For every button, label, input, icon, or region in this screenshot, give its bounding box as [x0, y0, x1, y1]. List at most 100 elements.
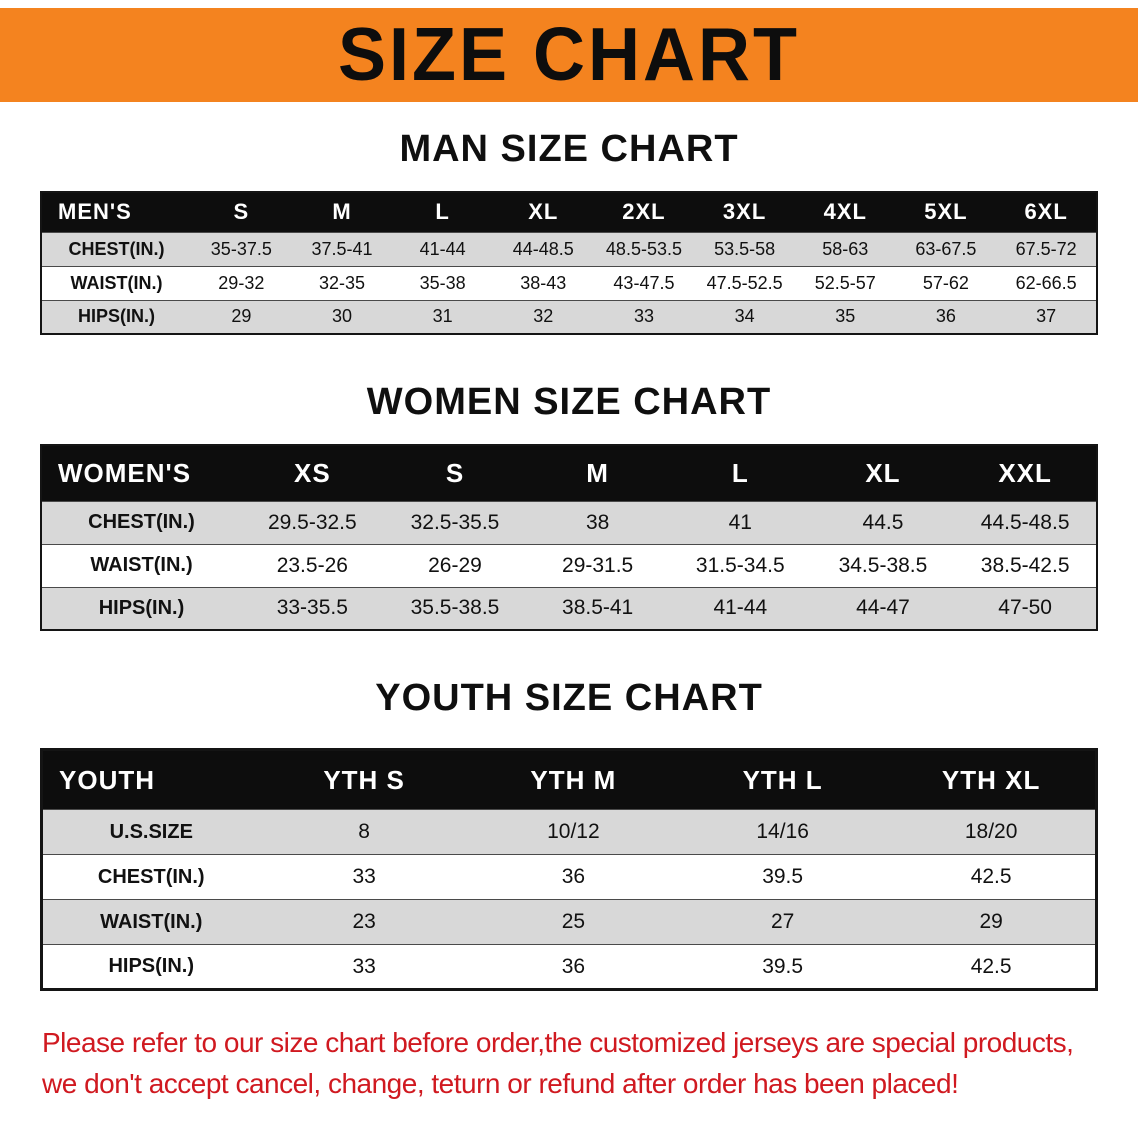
size-value-cell: 34	[694, 300, 795, 334]
size-value-cell: 31	[392, 300, 493, 334]
size-value-cell: 67.5-72	[996, 232, 1097, 266]
row-label: HIPS(IN.)	[41, 587, 241, 630]
size-value-cell: 34.5-38.5	[811, 544, 955, 587]
size-value-cell: 44-48.5	[492, 232, 594, 266]
size-column-header: S	[383, 445, 527, 501]
size-value-cell: 42.5	[887, 944, 1097, 990]
measurement-row: WAIST(IN.) 23 25 27 29	[41, 899, 1097, 945]
measurement-row: HIPS(IN.) 33-35.5 35.5-38.5 38.5-41 41-44 44-…	[41, 587, 1097, 630]
size-value-cell: 39.5	[678, 944, 888, 990]
size-value-cell: 37.5-41	[291, 232, 393, 266]
size-column-header: YTH XL	[887, 749, 1097, 810]
table-header-row: WOMEN'S XS S M L XL XXL	[41, 445, 1097, 501]
women-size-section: WOMEN SIZE CHART WOMEN'S XS S M L XL XXL CHEST(…	[0, 381, 1138, 631]
youth-section-heading: YOUTH SIZE CHART	[375, 677, 763, 719]
size-value-cell: 35-37.5	[191, 232, 292, 266]
men-section-heading: MAN SIZE CHART	[399, 128, 739, 170]
row-label: HIPS(IN.)	[41, 300, 191, 334]
size-column-header: XXL	[954, 445, 1097, 501]
women-size-table: WOMEN'S XS S M L XL XXL CHEST(IN.) 29.5-32.5 32.5…	[40, 444, 1098, 631]
measurement-row: WAIST(IN.) 29-32 32-35 35-38 38-43 43-47.5 47.…	[41, 266, 1097, 300]
size-value-cell: 44.5	[811, 501, 955, 544]
men-size-section: MAN SIZE CHART MEN'S S M L XL 2XL 3XL 4XL 5XL 6XL…	[0, 128, 1138, 335]
size-value-cell: 43-47.5	[593, 266, 695, 300]
size-value-cell: 58-63	[794, 232, 896, 266]
size-value-cell: 47.5-52.5	[694, 266, 795, 300]
size-value-cell: 38-43	[492, 266, 594, 300]
size-chart-banner: SIZE CHART	[0, 8, 1138, 102]
size-value-cell: 41	[668, 501, 812, 544]
size-value-cell: 42.5	[887, 854, 1097, 900]
measurement-row: CHEST(IN.) 33 36 39.5 42.5	[41, 854, 1097, 900]
size-column-header: YTH M	[468, 749, 678, 810]
measurement-row: U.S.SIZE 8 10/12 14/16 18/20	[41, 809, 1097, 855]
table-title-cell: WOMEN'S	[41, 445, 241, 501]
size-value-cell: 57-62	[895, 266, 997, 300]
disclaimer-line-2: we don't accept cancel, change, teturn o…	[42, 1067, 959, 1099]
table-title-cell: MEN'S	[41, 192, 191, 232]
size-value-cell: 37	[996, 300, 1097, 334]
size-value-cell: 39.5	[678, 854, 888, 900]
banner-title: SIZE CHART	[338, 13, 800, 97]
size-value-cell: 10/12	[468, 809, 678, 855]
size-column-header: M	[291, 192, 393, 232]
table-header-row: YOUTH YTH S YTH M YTH L YTH XL	[41, 749, 1097, 810]
table-header-row: MEN'S S M L XL 2XL 3XL 4XL 5XL 6XL	[41, 192, 1097, 232]
size-value-cell: 63-67.5	[895, 232, 997, 266]
row-label: WAIST(IN.)	[41, 899, 260, 945]
size-value-cell: 32-35	[291, 266, 393, 300]
size-value-cell: 36	[468, 944, 678, 990]
size-value-cell: 44.5-48.5	[954, 501, 1097, 544]
size-value-cell: 30	[291, 300, 393, 334]
size-column-header: YTH S	[259, 749, 469, 810]
row-label: HIPS(IN.)	[41, 944, 260, 990]
size-value-cell: 35.5-38.5	[383, 587, 527, 630]
size-value-cell: 29-31.5	[526, 544, 669, 587]
size-column-header: M	[526, 445, 669, 501]
table-title-cell: YOUTH	[41, 749, 260, 810]
size-value-cell: 53.5-58	[694, 232, 795, 266]
size-value-cell: 38.5-41	[526, 587, 669, 630]
size-value-cell: 41-44	[668, 587, 812, 630]
size-value-cell: 18/20	[887, 809, 1097, 855]
size-value-cell: 44-47	[811, 587, 955, 630]
row-label: CHEST(IN.)	[41, 854, 260, 900]
size-value-cell: 29	[191, 300, 292, 334]
measurement-row: HIPS(IN.) 33 36 39.5 42.5	[41, 944, 1097, 990]
size-column-header: 6XL	[996, 192, 1097, 232]
size-value-cell: 32.5-35.5	[383, 501, 527, 544]
size-column-header: YTH L	[678, 749, 888, 810]
size-value-cell: 29-32	[191, 266, 292, 300]
size-column-header: 2XL	[593, 192, 695, 232]
row-label: WAIST(IN.)	[41, 266, 191, 300]
size-value-cell: 52.5-57	[794, 266, 896, 300]
size-value-cell: 36	[468, 854, 678, 900]
size-value-cell: 33	[259, 944, 469, 990]
size-column-header: XS	[241, 445, 384, 501]
size-chart-page: SIZE CHART MAN SIZE CHART MEN'S S M L XL 2XL 3…	[0, 8, 1138, 1140]
measurement-row: HIPS(IN.) 29 30 31 32 33 34 35 36 37	[41, 300, 1097, 334]
row-label: CHEST(IN.)	[41, 232, 191, 266]
women-section-heading: WOMEN SIZE CHART	[366, 381, 772, 423]
youth-size-section: YOUTH SIZE CHART YOUTH YTH S YTH M YTH L YTH…	[0, 677, 1138, 991]
size-value-cell: 26-29	[383, 544, 527, 587]
row-label: WAIST(IN.)	[41, 544, 241, 587]
measurement-row: CHEST(IN.) 35-37.5 37.5-41 41-44 44-48.5 48.5…	[41, 232, 1097, 266]
size-value-cell: 35	[794, 300, 896, 334]
size-value-cell: 41-44	[392, 232, 493, 266]
size-value-cell: 38.5-42.5	[954, 544, 1097, 587]
size-value-cell: 23	[259, 899, 469, 945]
size-value-cell: 35-38	[392, 266, 493, 300]
disclaimer: Please refer to our size chart before or…	[0, 1023, 1138, 1104]
size-column-header: S	[191, 192, 292, 232]
row-label: U.S.SIZE	[41, 809, 260, 855]
size-value-cell: 36	[895, 300, 997, 334]
size-value-cell: 32	[492, 300, 594, 334]
size-column-header: 4XL	[794, 192, 896, 232]
row-label: CHEST(IN.)	[41, 501, 241, 544]
size-value-cell: 23.5-26	[241, 544, 384, 587]
size-value-cell: 25	[468, 899, 678, 945]
size-value-cell: 27	[678, 899, 888, 945]
size-value-cell: 29	[887, 899, 1097, 945]
measurement-row: CHEST(IN.) 29.5-32.5 32.5-35.5 38 41 44.5 44.5…	[41, 501, 1097, 544]
